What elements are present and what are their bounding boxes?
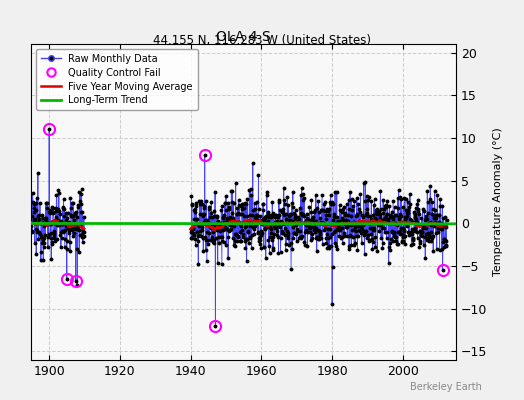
Legend: Raw Monthly Data, Quality Control Fail, Five Year Moving Average, Long-Term Tren: Raw Monthly Data, Quality Control Fail, … [36,49,198,110]
Y-axis label: Temperature Anomaly (°C): Temperature Anomaly (°C) [493,128,503,276]
Text: 44.155 N, 116.283 W (United States): 44.155 N, 116.283 W (United States) [153,34,371,47]
Title: OLA 4 S: OLA 4 S [216,30,271,44]
Text: Berkeley Earth: Berkeley Earth [410,382,482,392]
